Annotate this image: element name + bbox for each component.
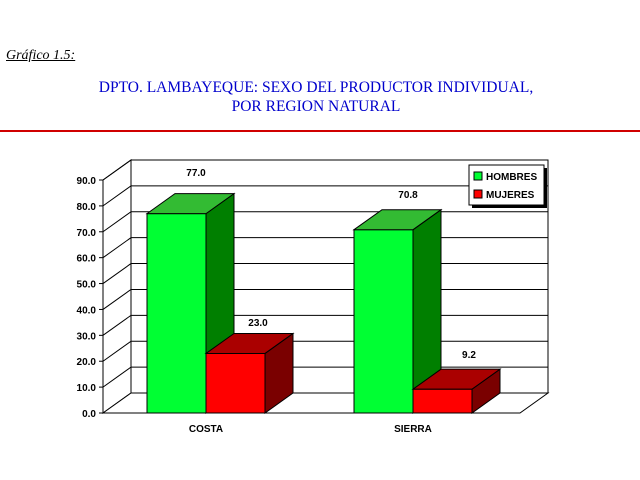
bar-top <box>204 332 295 354</box>
gridline <box>102 159 548 181</box>
data-label: 9.2 <box>462 350 476 361</box>
y-tick-label: 20.0 <box>77 357 97 368</box>
y-tick-label: 70.0 <box>77 228 97 239</box>
bar-front <box>412 388 473 414</box>
bar-top <box>411 368 502 390</box>
legend-swatch <box>473 171 483 181</box>
side-wall <box>102 159 132 414</box>
header-divider <box>0 130 640 132</box>
chart-title-line-1: DPTO. LAMBAYEQUE: SEXO DEL PRODUCTOR IND… <box>98 79 534 96</box>
legend-swatch <box>473 189 483 199</box>
bar-front <box>205 352 266 414</box>
bar-front <box>353 229 414 414</box>
chart-title: DPTO. LAMBAYEQUE: SEXO DEL PRODUCTOR IND… <box>0 78 632 116</box>
y-tick-label: 50.0 <box>77 280 97 291</box>
data-label: 70.8 <box>398 190 418 201</box>
y-tick-label: 10.0 <box>77 383 97 394</box>
legend-label: MUJERES <box>486 190 535 201</box>
x-tick-label: COSTA <box>189 424 223 435</box>
y-tick-label: 80.0 <box>77 202 97 213</box>
bar-top <box>352 209 443 231</box>
gridline <box>102 185 548 207</box>
data-label: 77.0 <box>186 168 206 179</box>
y-tick-label: 40.0 <box>77 305 97 316</box>
y-tick-label: 0.0 <box>82 409 96 420</box>
x-tick-label: SIERRA <box>394 424 432 435</box>
y-tick-label: 90.0 <box>77 176 97 187</box>
bar-front <box>146 213 207 414</box>
figure-caption: Gráfico 1.5: <box>6 48 76 63</box>
y-tick-label: 30.0 <box>77 331 97 342</box>
chart-title-line-2: POR REGION NATURAL <box>231 98 401 115</box>
legend-label: HOMBRES <box>486 172 537 183</box>
bar-top <box>145 193 236 215</box>
data-label: 23.0 <box>248 318 268 329</box>
y-tick-label: 60.0 <box>77 254 97 265</box>
